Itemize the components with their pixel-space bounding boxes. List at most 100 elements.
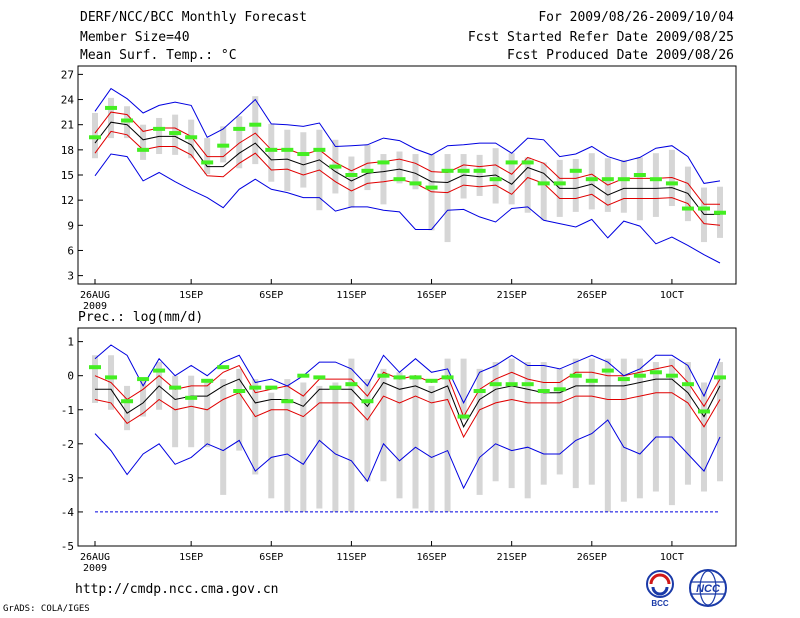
precipitation-observed-39	[714, 375, 726, 380]
temperature-observed-18	[377, 160, 390, 165]
temperature-observed-39	[714, 210, 726, 215]
temperature-ytick-label-3: 3	[67, 270, 74, 283]
temperature-xtick-label-21SEP: 21SEP	[497, 290, 527, 301]
precipitation-box-31	[588, 358, 595, 485]
temperature-box-3	[140, 124, 147, 160]
precipitation-box-38	[700, 382, 707, 492]
precipitation-box-27	[524, 362, 531, 499]
precipitation-xtick-label-1OCT: 1OCT	[660, 552, 684, 563]
temperature-observed-24	[473, 168, 486, 173]
temperature-observed-28	[537, 181, 550, 186]
precipitation-box-30	[572, 358, 579, 489]
temperature-box-28	[540, 162, 547, 221]
svg-text:NCC: NCC	[696, 583, 721, 595]
temperature-box-16	[348, 156, 355, 208]
precipitation-box-33	[620, 358, 627, 502]
temperature-observed-22	[441, 168, 454, 173]
temperature-box-22	[444, 154, 451, 243]
precipitation-series-max	[94, 344, 721, 405]
precipitation-box-26	[508, 358, 515, 489]
precipitation-observed-29	[553, 387, 566, 392]
temperature-observed-14	[313, 147, 326, 152]
forecast-period: For 2009/08/26-2009/10/04	[538, 10, 734, 25]
temperature-xtick-label-26SEP: 26SEP	[577, 290, 607, 301]
precipitation-observed-9	[233, 389, 246, 394]
temperature-ytick-label-15: 15	[61, 169, 74, 182]
precipitation-observed-16	[345, 382, 358, 387]
source-url[interactable]: http://cmdp.ncc.cma.gov.cn	[75, 582, 279, 597]
precipitation-observed-12	[281, 399, 294, 404]
precipitation-observed-37	[681, 382, 694, 387]
temperature-observed-4	[153, 126, 166, 131]
temperature-ytick-label-24: 24	[61, 94, 75, 107]
temperature-ytick-label-18: 18	[61, 144, 74, 157]
temperature-xtick-label-26AUG: 26AUG	[80, 290, 110, 301]
precipitation-xtick-label-21SEP: 21SEP	[497, 552, 527, 563]
temperature-box-35	[652, 153, 659, 217]
temperature-observed-31	[585, 177, 598, 182]
variable-label: Mean Surf. Temp.: °C	[80, 48, 237, 63]
temperature-box-17	[364, 144, 371, 191]
precipitation-observed-21	[425, 378, 438, 383]
precipitation-box-17	[364, 379, 371, 482]
precipitation-box-23	[460, 358, 467, 420]
precipitation-box-37	[684, 362, 691, 485]
temperature-observed-3	[137, 147, 150, 152]
temperature-xtick-label-1OCT: 1OCT	[660, 290, 684, 301]
temperature-observed-33	[617, 177, 630, 182]
precipitation-observed-4	[153, 368, 166, 373]
temperature-box-26	[508, 153, 515, 205]
precipitation-observed-3	[137, 377, 150, 382]
precipitation-panel-title: Prec.: log(mm/d)	[78, 310, 203, 325]
precipitation-box-28	[540, 362, 547, 485]
temperature-observed-7	[201, 160, 214, 165]
precipitation-observed-11	[265, 385, 278, 390]
temperature-observed-12	[281, 147, 294, 152]
temperature-ytick-label-21: 21	[61, 119, 74, 132]
precipitation-observed-36	[665, 373, 678, 378]
temperature-series-meanplusspread	[94, 111, 720, 205]
precipitation-observed-34	[633, 373, 646, 378]
temperature-observed-19	[393, 177, 406, 182]
precipitation-box-13	[300, 382, 307, 512]
precipitation-box-20	[412, 375, 419, 509]
precipitation-observed-10	[249, 385, 262, 390]
precipitation-series-mean	[95, 378, 721, 428]
precipitation-ytick-label-1: 1	[67, 336, 74, 349]
precipitation-observed-38	[697, 409, 710, 414]
precipitation-box-36	[668, 358, 675, 506]
precipitation-observed-22	[441, 375, 454, 380]
temperature-series-meanminusspread	[94, 130, 721, 226]
precipitation-xtick-label-11SEP: 11SEP	[336, 552, 366, 563]
temperature-box-10	[252, 96, 259, 165]
precipitation-observed-0	[89, 365, 101, 370]
temperature-observed-6	[185, 135, 198, 140]
temperature-observed-21	[425, 185, 438, 190]
temperature-observed-9	[233, 126, 246, 131]
precipitation-ytick-label--2: -2	[61, 438, 74, 451]
temperature-box-31	[588, 153, 595, 210]
temperature-box-27	[524, 157, 531, 213]
precipitation-series-meanplusspread	[94, 364, 721, 418]
precipitation-observed-30	[569, 373, 582, 378]
grads-credit: GrADS: COLA/IGES	[3, 604, 90, 614]
temperature-box-1	[108, 97, 115, 139]
ncc-logo-icon: NCC	[689, 569, 727, 607]
precipitation-box-32	[604, 358, 611, 512]
precipitation-observed-8	[217, 365, 230, 370]
precipitation-observed-33	[617, 377, 630, 382]
precipitation-observed-18	[377, 373, 390, 378]
temperature-ytick-label-6: 6	[67, 244, 74, 257]
temperature-xtick-label-1SEP: 1SEP	[179, 290, 203, 301]
temperature-box-33	[620, 159, 627, 213]
precipitation-observed-32	[601, 368, 614, 373]
temperature-observed-34	[633, 173, 646, 177]
precipitation-observed-2	[121, 399, 134, 404]
chart-title: DERF/NCC/BCC Monthly Forecast	[80, 10, 307, 25]
precipitation-xtick-label-16SEP: 16SEP	[416, 552, 446, 563]
temperature-series-mean	[94, 121, 720, 215]
precipitation-frame	[77, 327, 737, 547]
precipitation-xtick-sublabel: 2009	[83, 563, 107, 574]
precipitation-xtick-label-26SEP: 26SEP	[577, 552, 607, 563]
precipitation-box-22	[444, 358, 451, 512]
